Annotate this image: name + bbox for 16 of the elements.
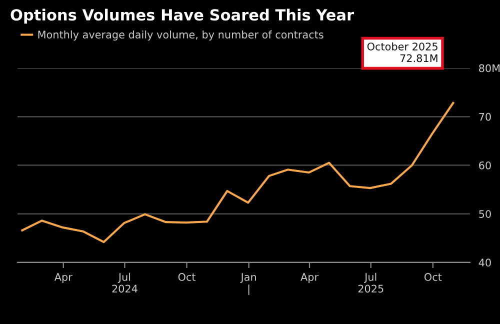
y-tick-label: 40 — [478, 258, 491, 267]
x-tick-label: Jul 2024 — [112, 272, 138, 293]
y-tick-label: 70 — [479, 112, 491, 121]
x-tick-label: Oct — [424, 273, 442, 281]
x-tick-label: Apr — [54, 273, 72, 283]
x-tick-label: Apr — [300, 273, 319, 283]
text: October 2025 72.81M — [367, 42, 438, 62]
y-tick-label: 50 — [479, 210, 491, 218]
y-tick-label: 60 — [479, 161, 491, 170]
x-tick-label: Oct — [178, 273, 196, 281]
x-tick-label: Jan | — [240, 273, 256, 295]
line-series — [21, 102, 454, 244]
y-tick-label: 80M — [479, 64, 500, 72]
legend-label: Monthly average daily volume, by number of contracts — [38, 30, 324, 41]
chart-title: Options Volumes Have Soared This Year — [10, 8, 354, 24]
x-tick-label: Jul 2025 — [358, 272, 384, 293]
